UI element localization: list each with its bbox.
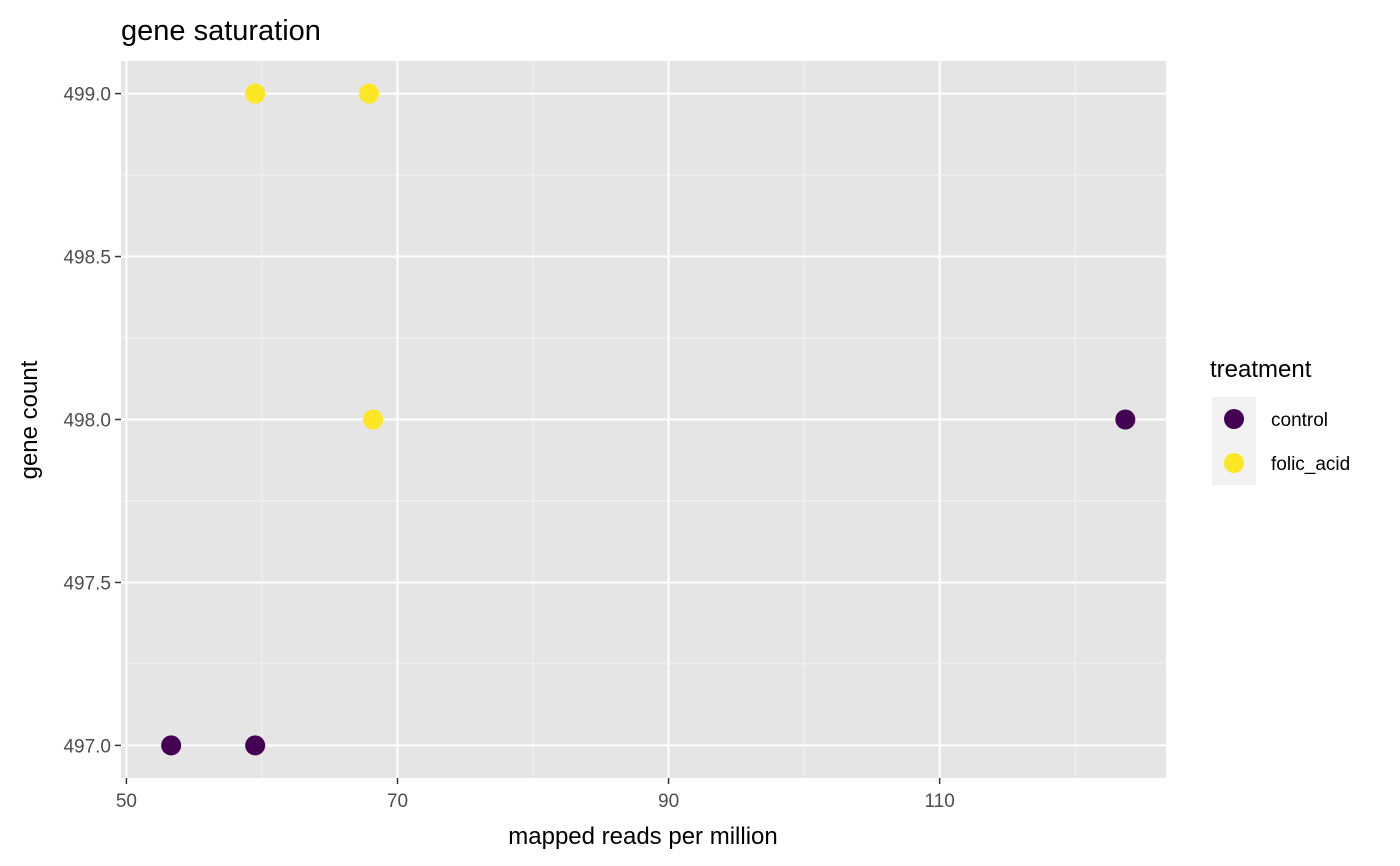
x-axis: 50 70 90 110 xyxy=(116,778,955,812)
major-gridlines xyxy=(121,61,1166,778)
y-tick-label: 497.0 xyxy=(63,736,111,757)
legend-key-folic_acid xyxy=(1224,453,1244,473)
data-point-control xyxy=(1115,409,1136,430)
legend-entries: control folic_acid xyxy=(1212,397,1350,485)
legend-label-control: control xyxy=(1271,410,1328,431)
y-tick-label: 499.0 xyxy=(63,85,111,106)
legend-key-control xyxy=(1224,409,1244,429)
legend: treatment control folic_acid xyxy=(1210,356,1350,485)
x-tick-label: 90 xyxy=(658,791,679,812)
x-tick-label: 50 xyxy=(116,791,137,812)
y-axis-title: gene count xyxy=(16,360,43,479)
x-tick-label: 70 xyxy=(387,791,408,812)
data-point-folic_acid xyxy=(245,83,266,104)
data-point-folic_acid xyxy=(359,83,380,104)
data-point-control xyxy=(245,735,266,756)
y-axis: 497.0 497.5 498.0 498.5 499.0 xyxy=(63,85,121,757)
chart-title: gene saturation xyxy=(121,15,321,47)
x-tick-label: 110 xyxy=(925,791,955,812)
x-axis-title: mapped reads per million xyxy=(508,823,777,850)
legend-label-folic_acid: folic_acid xyxy=(1271,454,1350,475)
data-points xyxy=(161,83,1136,756)
y-tick-label: 497.5 xyxy=(63,573,111,594)
y-tick-label: 498.5 xyxy=(63,248,111,269)
y-tick-label: 498.0 xyxy=(63,411,111,432)
data-point-control xyxy=(161,735,182,756)
legend-title: treatment xyxy=(1210,356,1312,383)
data-point-folic_acid xyxy=(363,409,384,430)
